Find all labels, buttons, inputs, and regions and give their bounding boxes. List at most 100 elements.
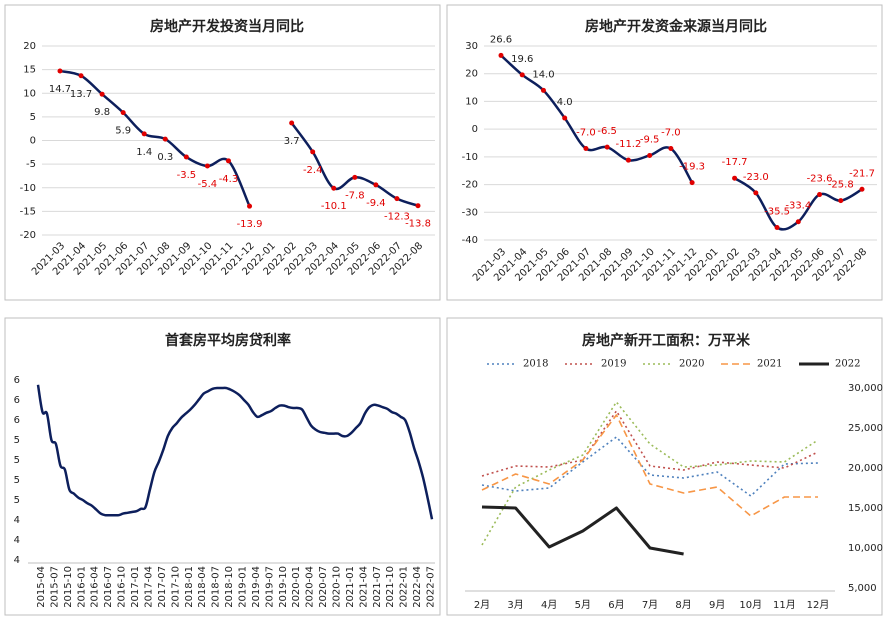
data-point (838, 198, 844, 204)
x-tick-label: 2017-01 (130, 566, 141, 608)
x-tick-label: 2020-07 (318, 566, 329, 608)
data-point (753, 190, 759, 196)
y-tick-label: 10 (465, 96, 478, 107)
x-tick-label: 3月 (507, 599, 523, 611)
x-tick-label: 2021-04 (358, 566, 369, 608)
data-point (141, 131, 147, 137)
x-tick-label: 7月 (642, 599, 658, 611)
data-point (310, 149, 316, 155)
data-point (519, 72, 525, 78)
y-tick-label: 30 (465, 41, 478, 52)
x-tick-label: 2016-04 (90, 566, 101, 608)
data-point (99, 91, 105, 97)
y-tick-label: 10 (23, 88, 36, 99)
data-label: -25.8 (828, 180, 854, 191)
series-line (481, 505, 684, 556)
data-point (162, 136, 168, 142)
chart-title: 房地产开发资金来源当月同比 (585, 18, 767, 35)
y-tick-label: 4 (14, 535, 20, 546)
x-tick-label: 2017-04 (143, 566, 154, 608)
x-tick-label: 9月 (709, 599, 725, 611)
data-point (204, 163, 210, 169)
x-tick-label: 2016-10 (117, 566, 128, 608)
data-label: 3.7 (284, 136, 300, 147)
data-label: -35.5 (764, 207, 790, 218)
legend-label: 2021 (757, 359, 782, 370)
x-tick-label: 2017-07 (157, 566, 168, 608)
y-tick-label: 20,000 (848, 463, 883, 474)
data-label: 5.9 (115, 126, 131, 137)
data-point (795, 219, 801, 225)
y-tick-label: 10,000 (848, 543, 883, 554)
series-line (481, 414, 818, 517)
panel (4, 4, 441, 301)
x-tick-label: 2018-10 (224, 566, 235, 608)
x-tick-label: 2018-01 (184, 566, 195, 608)
x-tick-label: 2019-10 (278, 566, 289, 608)
data-point (415, 203, 421, 209)
data-point (647, 152, 653, 158)
data-point (859, 186, 865, 192)
data-label: -23.6 (807, 174, 833, 185)
data-label: 9.8 (94, 107, 110, 118)
y-tick-label: 15 (23, 65, 36, 76)
y-tick-label: 5 (14, 455, 20, 466)
x-tick-label: 2018-04 (197, 566, 208, 608)
y-tick-label: -30 (462, 207, 478, 218)
y-tick-label: 5 (14, 475, 20, 486)
x-tick-label: 2018-07 (211, 566, 222, 608)
y-tick-label: -5 (26, 159, 36, 170)
x-tick-label: 5月 (575, 599, 591, 611)
x-tick-label: 2019-07 (264, 566, 275, 608)
data-label: -23.0 (743, 172, 769, 183)
data-point (774, 225, 780, 231)
y-tick-label: 30,000 (848, 383, 883, 394)
x-tick-label: 2021-01 (345, 566, 356, 608)
y-tick-label: 5,000 (848, 583, 877, 594)
x-tick-label: 2022-01 (399, 566, 410, 608)
x-tick-label: 2021-07 (372, 566, 383, 608)
y-tick-label: -20 (462, 180, 478, 191)
chart-title: 房地产新开工面积：万平米 (582, 332, 751, 349)
legend-label: 2022 (835, 359, 860, 370)
data-label: -7.8 (345, 190, 365, 201)
data-label: -3.5 (177, 170, 197, 181)
data-label: -7.0 (576, 128, 596, 139)
data-point (225, 158, 231, 164)
data-label: -6.5 (597, 126, 617, 137)
data-label: -10.1 (321, 201, 347, 212)
data-point (732, 175, 738, 181)
series-line (481, 410, 819, 477)
data-label: 14.7 (49, 84, 71, 95)
x-tick-label: 2017-10 (170, 566, 181, 608)
data-point (668, 146, 674, 152)
series-line (481, 436, 819, 497)
y-tick-label: 20 (465, 69, 478, 80)
x-tick-label: 11月 (773, 599, 796, 611)
data-point (498, 52, 504, 58)
data-point (625, 157, 631, 163)
data-point (817, 192, 823, 198)
chart-title: 首套房平均房贷利率 (165, 332, 291, 349)
data-point (183, 154, 189, 160)
legend-label: 2018 (523, 359, 548, 370)
data-label: 4.0 (557, 97, 573, 108)
data-label: -9.4 (366, 198, 386, 209)
x-tick-label: 6月 (608, 599, 624, 611)
y-tick-label: 4 (14, 555, 20, 566)
data-label: -13.9 (237, 219, 263, 230)
data-label: -5.4 (198, 179, 218, 190)
chart-title: 房地产开发投资当月同比 (150, 18, 304, 35)
data-point (394, 196, 400, 202)
y-tick-label: 25,000 (848, 423, 883, 434)
x-tick-label: 2016-01 (76, 566, 87, 608)
y-tick-label: 0 (30, 136, 36, 147)
y-tick-label: 15,000 (848, 503, 883, 514)
data-point (247, 203, 253, 209)
y-tick-label: 5 (14, 435, 20, 446)
x-tick-label: 2022-04 (412, 566, 423, 608)
data-label: -19.3 (679, 162, 705, 173)
data-point (78, 73, 84, 79)
panel (4, 317, 441, 616)
data-label: -33.4 (785, 201, 811, 212)
